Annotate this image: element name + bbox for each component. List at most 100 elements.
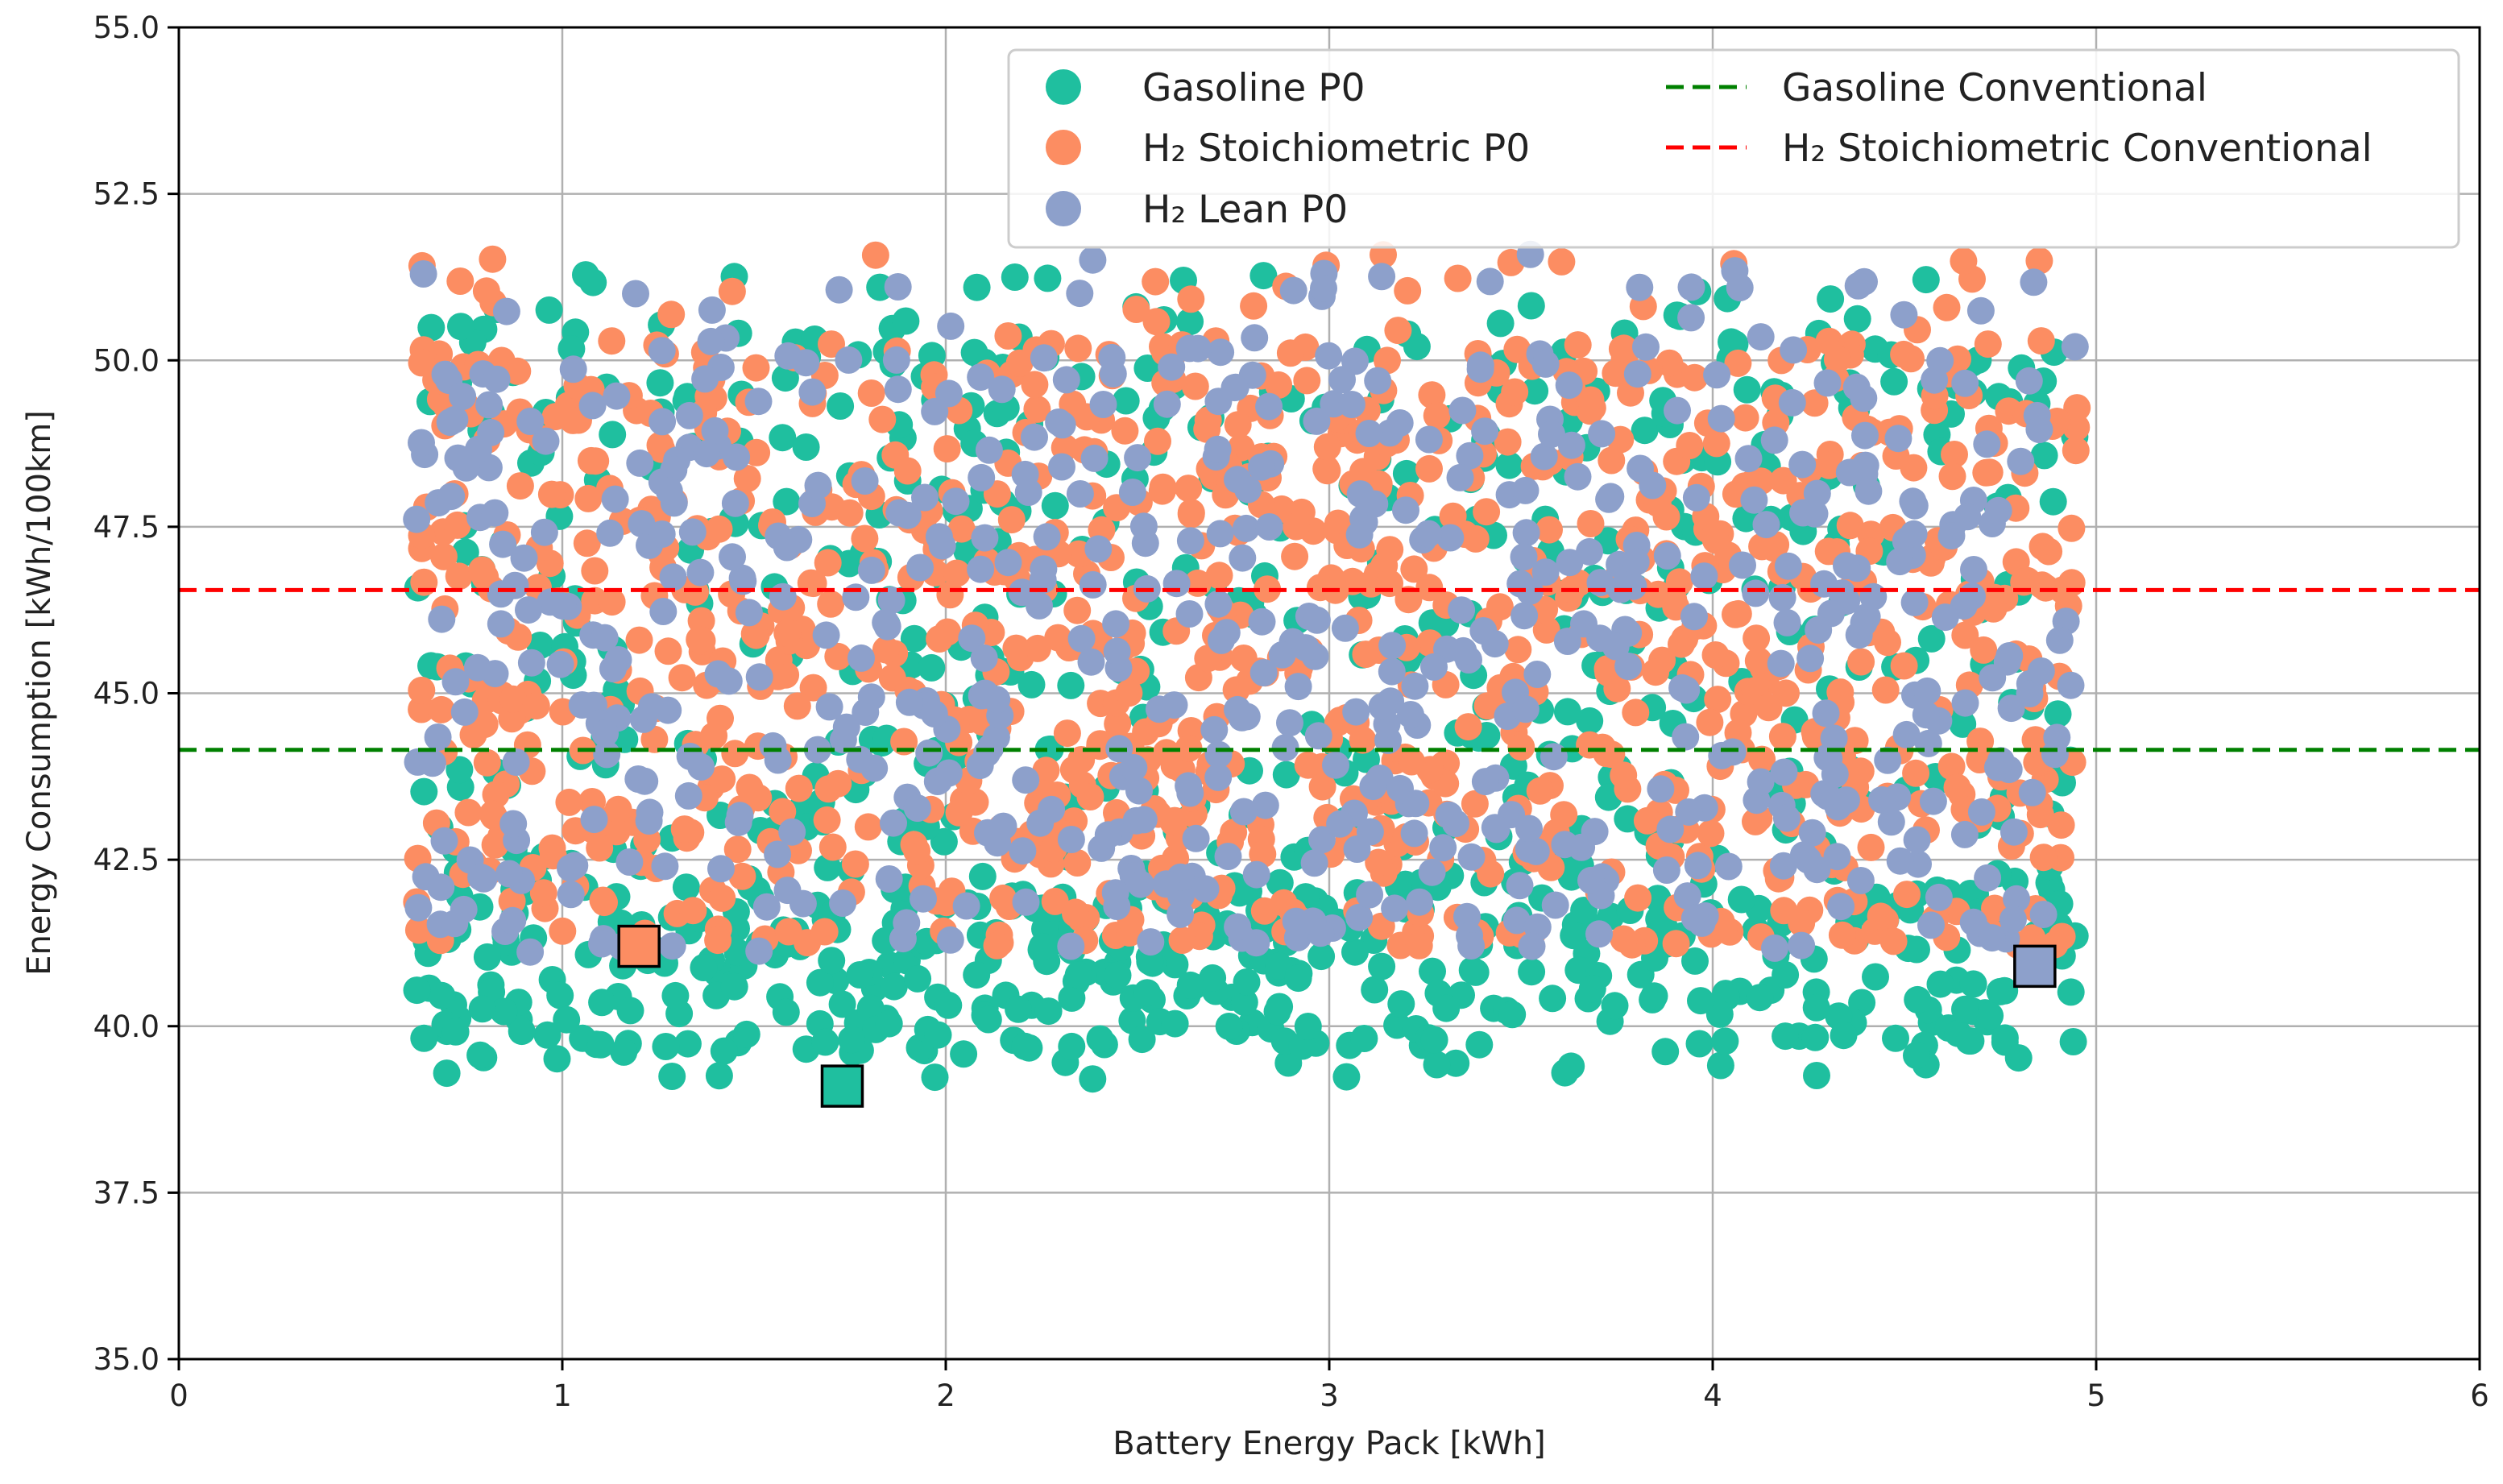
data-point (2047, 811, 2075, 839)
data-point (1079, 1065, 1107, 1093)
data-point (1943, 773, 1971, 802)
data-point (783, 692, 811, 720)
x-tick-label: 1 (553, 1378, 572, 1413)
data-point (1602, 632, 1630, 661)
data-point (1810, 570, 1838, 598)
data-point (1917, 911, 1945, 939)
data-point (1103, 637, 1131, 665)
y-tick-label: 40.0 (93, 1009, 160, 1044)
data-point (2021, 726, 2049, 754)
data-point (1835, 458, 1863, 487)
data-point (1182, 824, 1210, 852)
data-point (1803, 479, 1831, 508)
y-tick-label: 42.5 (93, 843, 160, 877)
data-point (1345, 520, 1374, 549)
data-point (1729, 551, 1756, 579)
data-point (429, 542, 458, 570)
data-point (1511, 476, 1540, 504)
data-point (1392, 496, 1419, 524)
data-point (1913, 677, 1941, 705)
data-point (1555, 371, 1583, 400)
data-point (1696, 708, 1724, 736)
data-point (468, 995, 496, 1023)
data-point (403, 976, 431, 1005)
data-point (649, 408, 677, 436)
data-point (1823, 843, 1851, 871)
data-point (1973, 430, 2001, 458)
data-point (719, 543, 746, 571)
data-point (778, 818, 806, 846)
data-point (900, 624, 928, 653)
data-point (1890, 652, 1918, 680)
data-point (640, 725, 669, 753)
data-point (557, 854, 584, 882)
data-point (970, 644, 998, 672)
data-point (983, 931, 1011, 960)
data-point (1002, 634, 1030, 662)
data-point (1137, 928, 1165, 956)
data-point (721, 489, 749, 517)
data-point (1846, 757, 1875, 786)
data-point (447, 313, 474, 341)
data-point (1553, 698, 1581, 726)
data-point (752, 893, 781, 921)
data-point (1247, 453, 1275, 481)
data-point (707, 855, 735, 883)
data-point (2058, 514, 2086, 542)
data-point (1045, 408, 1073, 436)
data-point (1769, 852, 1797, 880)
data-point (582, 447, 610, 475)
data-point (1614, 653, 1643, 680)
y-tick-label: 45.0 (93, 677, 160, 711)
data-point (723, 443, 751, 471)
data-point (1610, 761, 1638, 790)
data-point (1026, 809, 1055, 837)
data-point (1384, 317, 1412, 345)
data-point (967, 555, 995, 583)
data-point (1423, 401, 1451, 429)
data-point (1828, 921, 1856, 949)
best-point-markers (617, 924, 2057, 1108)
data-point (1568, 833, 1596, 861)
data-point (774, 918, 802, 946)
data-point (1668, 674, 1697, 702)
data-point (2003, 885, 2030, 913)
data-point (1392, 459, 1420, 487)
data-point (915, 739, 943, 767)
data-point (1415, 574, 1444, 602)
data-point (533, 1021, 562, 1049)
data-point (430, 827, 458, 855)
data-point (1279, 276, 1307, 305)
data-point (1249, 262, 1278, 290)
data-point (408, 676, 436, 704)
data-point (966, 752, 994, 780)
data-point (1084, 535, 1113, 563)
data-point (1159, 808, 1187, 836)
data-point (445, 562, 473, 591)
data-point (745, 937, 773, 965)
data-point (1890, 301, 1918, 329)
data-point (772, 998, 800, 1026)
data-point (1788, 931, 1816, 960)
data-point (1308, 773, 1336, 801)
data-point (2018, 778, 2046, 806)
data-point (588, 989, 616, 1017)
data-point (1680, 904, 1709, 932)
data-point (1405, 931, 1433, 960)
legend-entry: Gasoline Conventional (1782, 66, 2207, 110)
data-point (1420, 1026, 1448, 1054)
data-point (1577, 510, 1605, 537)
data-point (2027, 657, 2055, 685)
data-point (872, 608, 900, 636)
y-tick-label: 47.5 (93, 510, 160, 545)
data-point (769, 798, 797, 826)
data-point (1332, 1063, 1361, 1091)
data-point (581, 557, 609, 585)
data-point (1175, 600, 1204, 628)
data-point (1146, 695, 1173, 723)
data-point (1767, 649, 1795, 678)
data-point (1801, 1023, 1830, 1051)
data-point (1439, 502, 1467, 530)
data-point (1142, 308, 1171, 336)
data-point (1356, 818, 1384, 846)
